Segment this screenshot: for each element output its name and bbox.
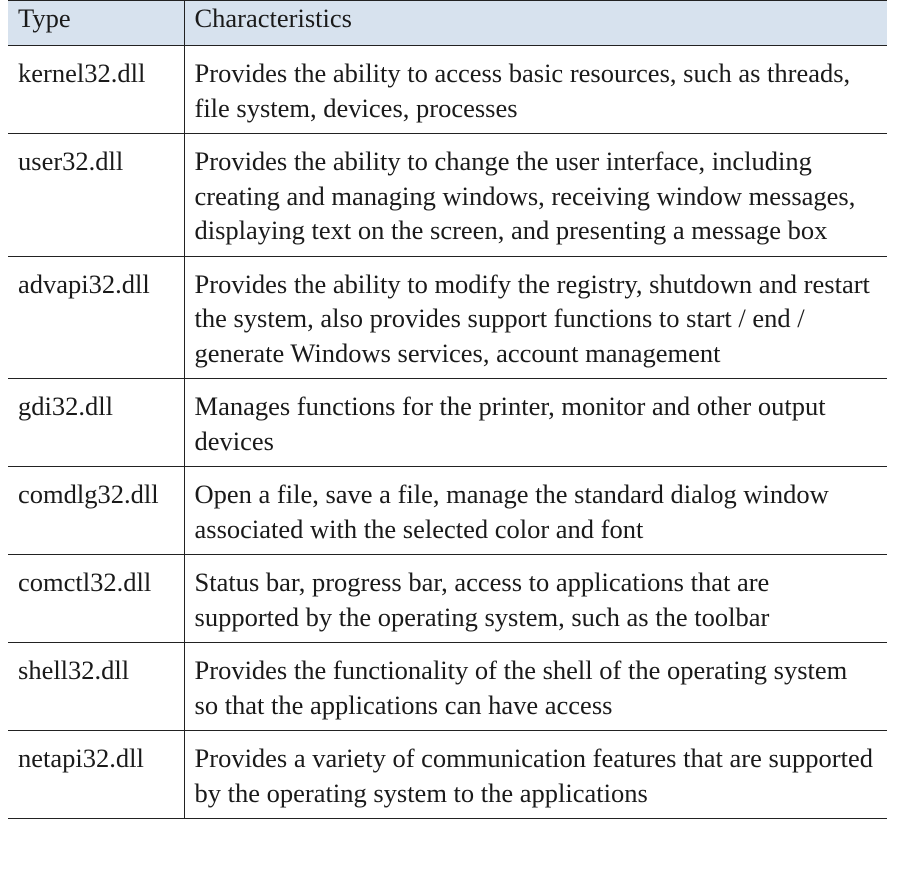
table-row: netapi32.dll Provides a variety of commu… [8,730,887,819]
row-characteristics-cell: Provides the ability to modify the regis… [184,256,887,379]
row-characteristics-cell: Provides a variety of communication feat… [184,730,887,819]
row-type-cell: netapi32.dll [8,730,185,819]
table-header-row: Type Characteristics [8,0,887,46]
row-characteristics-cell: Status bar, progress bar, access to appl… [184,554,887,643]
dll-table: Type Characteristics kernel32.dll Provid… [8,0,887,819]
row-type-cell: comdlg32.dll [8,466,185,555]
table-row: user32.dll Provides the ability to chang… [8,133,887,257]
row-type-cell: kernel32.dll [8,45,185,134]
table-row: advapi32.dll Provides the ability to mod… [8,256,887,379]
table-row: shell32.dll Provides the functionality o… [8,642,887,731]
row-characteristics-cell: Provides the ability to change the user … [184,133,887,257]
row-type-cell: user32.dll [8,133,185,257]
row-characteristics-cell: Provides the ability to access basic res… [184,45,887,134]
header-type: Type [8,0,185,46]
header-characteristics: Characteristics [184,0,887,46]
table-row: gdi32.dll Manages functions for the prin… [8,378,887,467]
row-type-cell: shell32.dll [8,642,185,731]
row-type-cell: gdi32.dll [8,378,185,467]
table-row: kernel32.dll Provides the ability to acc… [8,45,887,134]
row-type-cell: advapi32.dll [8,256,185,379]
dll-table-container: Type Characteristics kernel32.dll Provid… [8,0,887,819]
row-type-cell: comctl32.dll [8,554,185,643]
row-characteristics-cell: Open a file, save a file, manage the sta… [184,466,887,555]
row-characteristics-cell: Manages functions for the printer, monit… [184,378,887,467]
table-row: comctl32.dll Status bar, progress bar, a… [8,554,887,643]
table-row: comdlg32.dll Open a file, save a file, m… [8,466,887,555]
row-characteristics-cell: Provides the functionality of the shell … [184,642,887,731]
